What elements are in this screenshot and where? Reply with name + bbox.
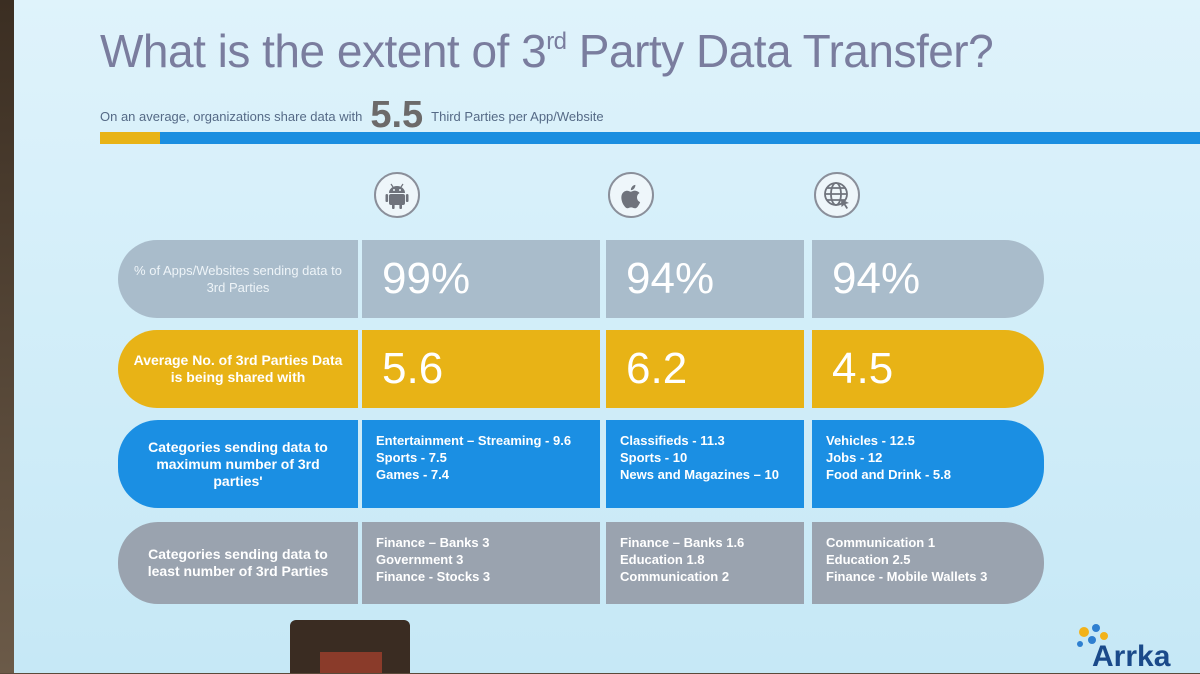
room-background — [0, 0, 14, 673]
row-percent-sending: % of Apps/Websites sending data to 3rd P… — [118, 240, 1044, 318]
row-label: Average No. of 3rd Parties Data is being… — [118, 330, 358, 408]
row-label: Categories sending data to maximum numbe… — [118, 420, 358, 508]
list-item: Communication 1 — [826, 535, 936, 550]
list-item: Finance - Mobile Wallets 3 — [826, 569, 988, 584]
accent-bar-gold — [100, 132, 160, 144]
web-globe-icon — [814, 172, 860, 218]
ios-percent: 94% — [606, 240, 804, 318]
arrka-logo-icon — [1077, 624, 1108, 647]
list-item: Education 1.8 — [620, 552, 705, 567]
list-item: Classifieds - 11.3 — [620, 433, 725, 448]
row-label: % of Apps/Websites sending data to 3rd P… — [118, 240, 358, 318]
list-item: Jobs - 12 — [826, 450, 883, 465]
row-average-third-parties: Average No. of 3rd Parties Data is being… — [118, 330, 1044, 408]
list-item: Sports - 7.5 — [376, 450, 447, 465]
foreground-chair-cushion — [320, 652, 382, 673]
web-max-list: Vehicles - 12.5 Jobs - 12 Food and Drink… — [812, 420, 1044, 508]
list-item: Communication 2 — [620, 569, 730, 584]
apple-icon — [608, 172, 654, 218]
web-average: 4.5 — [812, 330, 1044, 408]
list-item: News and Magazines – 10 — [620, 467, 779, 482]
list-item: Finance – Banks 3 — [376, 535, 490, 550]
android-average: 5.6 — [362, 330, 600, 408]
list-item: Education 2.5 — [826, 552, 911, 567]
android-least-list: Finance – Banks 3 Government 3 Finance -… — [362, 522, 600, 604]
list-item: Games - 7.4 — [376, 467, 449, 482]
row-least-categories: Categories sending data to least number … — [118, 522, 1044, 604]
list-item: Government 3 — [376, 552, 464, 567]
row-max-categories: Categories sending data to maximum numbe… — [118, 420, 1044, 508]
ios-least-list: Finance – Banks 1.6 Education 1.8 Commun… — [606, 522, 804, 604]
ios-max-list: Classifieds - 11.3 Sports - 10 News and … — [606, 420, 804, 508]
android-icon — [374, 172, 420, 218]
logo-text: Arrka — [1092, 640, 1171, 673]
android-max-list: Entertainment – Streaming - 9.6 Sports -… — [362, 420, 600, 508]
web-least-list: Communication 1 Education 2.5 Finance - … — [812, 522, 1044, 604]
list-item: Entertainment – Streaming - 9.6 — [376, 433, 572, 448]
row-label: Categories sending data to least number … — [118, 522, 358, 604]
slide-subtitle: On an average, organizations share data … — [100, 94, 604, 136]
slide-title: What is the extent of 3rd Party Data Tra… — [100, 25, 994, 77]
list-item: Food and Drink - 5.8 — [826, 467, 951, 482]
average-third-parties-value: 5.5 — [370, 94, 424, 136]
android-percent: 99% — [362, 240, 600, 318]
web-percent: 94% — [812, 240, 1044, 318]
ios-average: 6.2 — [606, 330, 804, 408]
list-item: Vehicles - 12.5 — [826, 433, 915, 448]
list-item: Sports - 10 — [620, 450, 688, 465]
accent-bar-blue — [160, 132, 1200, 144]
list-item: Finance - Stocks 3 — [376, 569, 491, 584]
list-item: Finance – Banks 1.6 — [620, 535, 745, 550]
